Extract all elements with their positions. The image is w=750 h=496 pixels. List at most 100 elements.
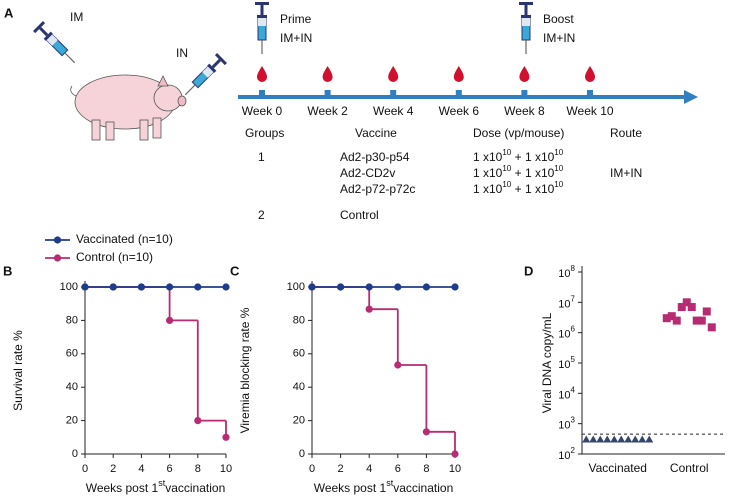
point: [222, 283, 230, 291]
point: [638, 435, 647, 443]
y-tick-exponent: 5: [571, 355, 576, 364]
legend-marker: [53, 236, 62, 244]
y-tick-label: 100: [287, 281, 305, 293]
x-tick-label: Vaccinated: [589, 461, 647, 475]
dose-text: 1 x10: [473, 182, 503, 196]
dose: 1 x1010 + 1 x1010: [473, 180, 564, 196]
syringe-boost: [518, 1, 534, 55]
dose-exponent: 10: [554, 164, 563, 173]
y-tick-base: 10: [558, 359, 570, 371]
x-tick-label: 0: [309, 463, 315, 475]
week-label: Week 10: [566, 104, 613, 118]
point: [166, 316, 174, 324]
panel-label: B: [3, 263, 12, 278]
x-tick-label: 8: [195, 463, 201, 475]
y-tick-label: 80: [66, 314, 78, 326]
table-header: Route: [610, 126, 642, 140]
point: [687, 303, 696, 312]
y-tick-label: 102: [558, 446, 575, 462]
x-title-text: Weeks post 1: [86, 481, 159, 495]
week-markers: Week 0 Week 2 Week 4 Week 6 Week 8 Week 10: [242, 66, 614, 118]
blood-drop: [453, 66, 464, 82]
week-tick: [259, 90, 265, 99]
point: [81, 283, 89, 291]
x-tick-label: 10: [449, 463, 461, 475]
y-tick-label: 105: [558, 355, 575, 371]
blood-drop: [519, 66, 530, 82]
dose-exponent: 10: [554, 148, 563, 157]
x-axis-title: Weeks post 1stvaccination: [86, 478, 226, 495]
point: [222, 433, 230, 441]
dose-text: 1 x10: [473, 150, 503, 164]
syringe-prime: [254, 1, 270, 55]
week-label: Week 8: [504, 104, 545, 118]
x-title-superscript: st: [386, 478, 394, 488]
y-tick-label: 40: [66, 381, 78, 393]
dose-exponent: 10: [502, 148, 511, 157]
y-tick-base: 10: [558, 450, 570, 462]
dose: 1 x1010 + 1 x1010: [473, 148, 564, 164]
y-tick-label: 60: [66, 348, 78, 360]
x-tick-label: 2: [110, 463, 116, 475]
point: [166, 283, 174, 291]
x-tick-label: 6: [167, 463, 173, 475]
point: [662, 314, 671, 323]
y-tick-exponent: 8: [571, 264, 576, 273]
x-tick-label: 2: [338, 463, 344, 475]
point: [702, 307, 711, 316]
boost-route: IM+IN: [543, 31, 575, 45]
point: [610, 435, 619, 443]
y-tick-base: 10: [558, 389, 570, 401]
y-axis-title: Survival rate %: [11, 330, 25, 411]
point: [365, 305, 373, 313]
point: [109, 283, 117, 291]
point: [394, 283, 402, 291]
point: [697, 316, 706, 325]
point: [337, 283, 345, 291]
groups-table: Groups Vaccine Dose (vp/mouse) Route 1 A…: [245, 126, 642, 222]
point: [707, 323, 716, 332]
y-tick-exponent: 6: [571, 325, 576, 334]
y-tick-label: 107: [558, 294, 575, 310]
point: [589, 435, 598, 443]
point: [645, 435, 654, 443]
point: [194, 283, 202, 291]
legend-marker: [53, 254, 62, 262]
y-tick-label: 60: [293, 348, 305, 360]
x-title-text: vaccination: [165, 481, 225, 495]
y-tick-base: 10: [558, 298, 570, 310]
blood-drop: [322, 66, 333, 82]
group-id: 1: [258, 150, 265, 164]
point: [451, 283, 459, 291]
y-tick-label: 104: [558, 385, 575, 401]
y-tick-base: 10: [558, 329, 570, 341]
point: [692, 316, 701, 325]
week-label: Week 0: [242, 104, 283, 118]
x-tick-label: 0: [82, 463, 88, 475]
x-title-text: vaccination: [393, 481, 453, 495]
x-tick-label: 8: [423, 463, 429, 475]
y-tick-label: 106: [558, 325, 575, 341]
y-tick-label: 103: [558, 416, 575, 432]
week-tick: [390, 90, 397, 99]
dose-exponent: 10: [502, 180, 511, 189]
vaccine: Control: [340, 208, 379, 222]
point: [631, 435, 640, 443]
dose-text: + 1 x10: [511, 182, 554, 196]
blood-drop: [388, 66, 399, 82]
dose: 1 x1010 + 1 x1010: [473, 164, 564, 180]
y-tick-exponent: 7: [571, 294, 576, 303]
boost-title: Boost: [543, 12, 574, 26]
x-axis-title: Weeks post 1stvaccination: [314, 478, 454, 495]
point: [137, 283, 145, 291]
point: [617, 435, 626, 443]
y-tick-exponent: 2: [571, 446, 576, 455]
y-tick-label: 0: [299, 448, 305, 460]
week-tick: [587, 90, 593, 99]
y-tick-label: 100: [60, 281, 78, 293]
point: [451, 450, 459, 458]
panel-label: D: [524, 263, 533, 278]
point: [667, 312, 676, 321]
y-tick-label: 20: [66, 415, 78, 427]
